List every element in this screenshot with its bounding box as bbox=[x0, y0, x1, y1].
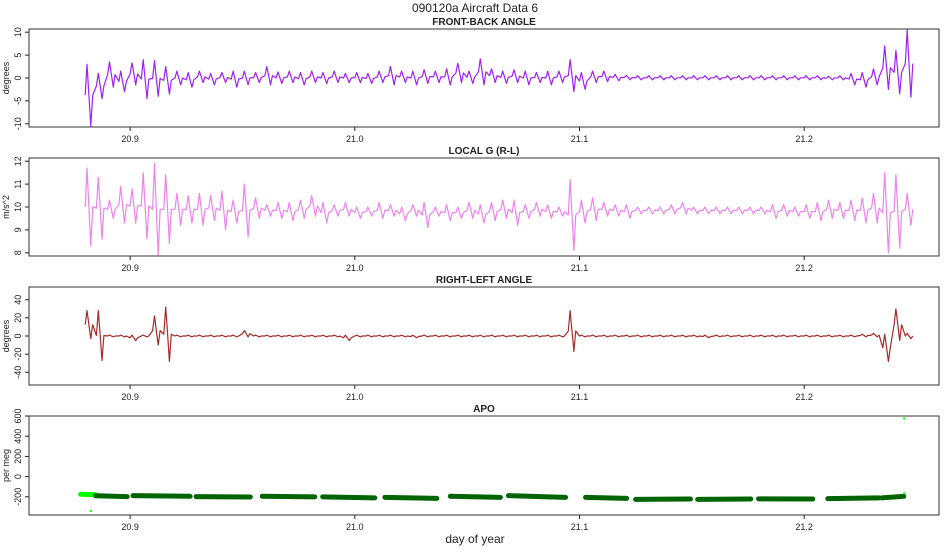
y-axis-label: degrees bbox=[1, 61, 11, 94]
y-tick-label: 0 bbox=[13, 75, 23, 80]
y-tick-label: 12 bbox=[13, 156, 23, 166]
data-point-cluster bbox=[81, 494, 96, 495]
series-line bbox=[85, 164, 913, 256]
series-line bbox=[85, 307, 913, 361]
y-tick-label: -5 bbox=[13, 97, 23, 105]
y-tick-label: -40 bbox=[13, 366, 23, 379]
x-tick-label: 20.9 bbox=[121, 522, 139, 532]
x-tick-label: 21.0 bbox=[346, 263, 364, 273]
x-tick-label: 21.2 bbox=[795, 134, 813, 144]
x-tick-label: 20.9 bbox=[121, 134, 139, 144]
x-tick-label: 21.1 bbox=[571, 392, 589, 402]
y-tick-label: 10 bbox=[13, 27, 23, 37]
y-tick-label: -20 bbox=[13, 348, 23, 361]
panel-apo: APO per meg-200 0 200 400 600 20.9 21.0 21.1 21.2 bbox=[1, 404, 939, 532]
plot-area bbox=[85, 164, 913, 256]
data-point-cluster bbox=[385, 497, 437, 498]
data-point-cluster bbox=[96, 496, 127, 497]
x-tick-label: 20.9 bbox=[121, 392, 139, 402]
figure-title: 090120a Aircraft Data 6 bbox=[412, 1, 538, 15]
y-tick-label: 10 bbox=[13, 202, 23, 212]
panel-front-back-angle: FRONT-BACK ANGLE degrees -10 -5 0 5 10 20.9 21.0… bbox=[1, 17, 939, 144]
data-point-cluster bbox=[828, 498, 879, 499]
data-point-cluster bbox=[133, 496, 190, 497]
data-point-cluster bbox=[508, 496, 565, 498]
series-line bbox=[85, 30, 913, 126]
y-tick-label: 11 bbox=[13, 179, 23, 188]
x-tick-label: 21.1 bbox=[571, 263, 589, 273]
panel-local-g-r-l: LOCAL G (R-L) m/s^2 8 9 10 11 12 20.9 21.0 21.1 21… bbox=[1, 146, 939, 273]
y-tick-label: 20 bbox=[13, 313, 23, 323]
x-tick-label: 21.2 bbox=[795, 522, 813, 532]
x-tick-label: 21.0 bbox=[346, 392, 364, 402]
y-tick-label: 0 bbox=[13, 333, 23, 338]
x-axis-label: day of year bbox=[445, 532, 504, 546]
x-tick-label: 21.0 bbox=[346, 522, 364, 532]
data-point-cluster bbox=[323, 497, 375, 498]
y-tick-label: -10 bbox=[13, 117, 23, 130]
panel-title: FRONT-BACK ANGLE bbox=[432, 17, 536, 28]
panel-title: RIGHT-LEFT ANGLE bbox=[436, 275, 533, 286]
data-point-cluster bbox=[586, 497, 627, 498]
y-axis-label: per meg bbox=[1, 449, 11, 482]
y-axis-label: degrees bbox=[1, 319, 11, 352]
outlier-point bbox=[903, 418, 905, 420]
x-tick-label: 21.2 bbox=[795, 263, 813, 273]
panel-title: APO bbox=[473, 404, 495, 415]
data-point-cluster bbox=[450, 496, 500, 497]
y-tick-label: 9 bbox=[13, 227, 23, 232]
outlier-point bbox=[903, 492, 905, 494]
x-tick-label: 21.0 bbox=[346, 134, 364, 144]
panel-title: LOCAL G (R-L) bbox=[449, 146, 520, 157]
y-tick-label: 400 bbox=[13, 429, 23, 444]
plot-area bbox=[85, 307, 913, 361]
plot-area bbox=[85, 30, 913, 126]
y-tick-label: 200 bbox=[13, 449, 23, 464]
y-tick-label: 8 bbox=[13, 250, 23, 255]
x-tick-label: 21.1 bbox=[571, 134, 589, 144]
y-tick-label: 0 bbox=[13, 474, 23, 479]
y-tick-label: 40 bbox=[13, 295, 23, 305]
panel-right-left-angle: RIGHT-LEFT ANGLE degrees -40 -20 0 20 40 20.9 21… bbox=[1, 275, 939, 402]
y-tick-label: 5 bbox=[13, 53, 23, 58]
data-point-cluster bbox=[262, 496, 315, 497]
y-axis-label: m/s^2 bbox=[1, 195, 11, 219]
plot-area bbox=[81, 418, 905, 512]
x-tick-label: 20.9 bbox=[121, 263, 139, 273]
data-point-cluster bbox=[882, 496, 904, 498]
y-tick-label: 600 bbox=[13, 408, 23, 423]
x-tick-label: 21.2 bbox=[795, 392, 813, 402]
y-tick-label: -200 bbox=[13, 488, 23, 506]
outlier-point bbox=[90, 510, 92, 512]
x-tick-label: 21.1 bbox=[571, 522, 589, 532]
plot-frame bbox=[29, 158, 939, 256]
